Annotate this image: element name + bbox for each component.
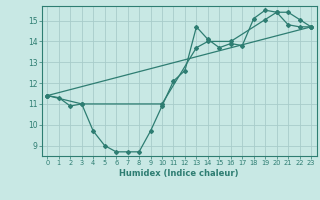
X-axis label: Humidex (Indice chaleur): Humidex (Indice chaleur) bbox=[119, 169, 239, 178]
